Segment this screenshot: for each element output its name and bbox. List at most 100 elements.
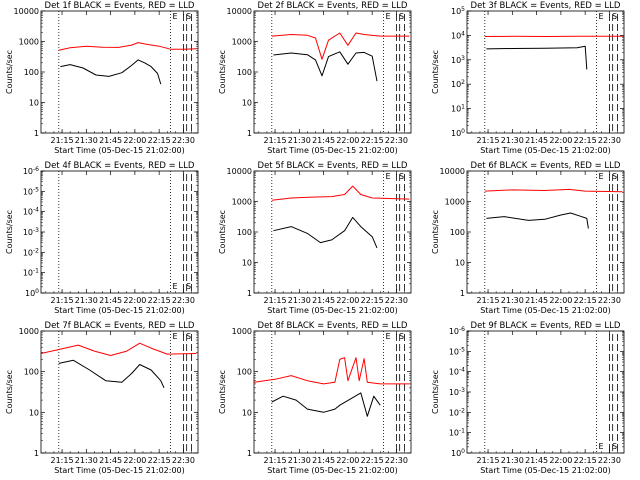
plot-frame [253,10,412,134]
y-axis-label: Counts/sec [431,370,440,414]
x-tick-label: 22:15 [148,136,171,145]
x-tick-label: 21:30 [288,456,311,465]
chart-title: Det 4f BLACK = Events, RED = LLD [45,161,195,171]
corner-glyph: E [598,172,603,181]
y-axis-label: Counts/sec [5,210,14,254]
y-tick-label: 10-5 [23,186,39,196]
y-tick-label: 102 [451,79,465,89]
x-tick-label: 21:15 [51,136,74,145]
events-series-line [271,392,381,417]
chart-panel-det-5: Det 5f BLACK = Events, RED = LLD 21:15 21:… [213,160,426,320]
y-axis-label: Counts/sec [218,370,227,414]
chart-title: Det 5f BLACK = Events, RED = LLD [258,161,408,171]
corner-glyph: S [399,332,404,341]
y-axis-label: Counts/sec [218,50,227,94]
x-tick-label: 22:00 [123,296,146,305]
corner-glyph: E [385,172,390,181]
chart-title: Det 2f BLACK = Events, RED = LLD [258,1,408,11]
x-tick-label: 21:15 [477,136,500,145]
x-tick-label: 22:00 [123,456,146,465]
x-tick-label: 22:00 [549,296,572,305]
chart-svg: Det 4f BLACK = Events, RED = LLD 21:15 21:… [5,161,199,315]
corner-glyph: E [385,12,390,21]
y-tick-label: 10 [242,408,252,417]
y-tick-label: 100 [24,68,39,77]
corner-glyph: S [186,332,191,341]
x-axis-label: Start Time (05-Dec-15 21:02:00) [54,306,185,315]
y-tick-label: 10 [242,99,252,108]
events-series-line [486,212,589,229]
y-tick-label: 10000 [14,7,39,16]
x-tick-label: 22:15 [574,136,597,145]
chart-title: Det 9f BLACK = Events, RED = LLD [471,321,621,331]
y-tick-label: 100 [24,368,39,377]
x-tick-label: 21:45 [99,136,122,145]
plot-frame [253,330,412,454]
y-tick-label: 10-5 [449,346,465,356]
x-axis-label: Start Time (05-Dec-15 21:02:00) [54,466,185,475]
y-tick-label: 101 [451,104,465,114]
chart-title: Det 8f BLACK = Events, RED = LLD [258,321,408,331]
events-series-line [273,51,378,82]
x-tick-label: 21:15 [264,296,287,305]
y-tick-label: 10-4 [449,367,465,377]
x-tick-label: 22:15 [361,136,384,145]
x-tick-label: 21:45 [312,136,335,145]
y-axis-label: Counts/sec [5,50,14,94]
lld-series-line [253,357,410,385]
x-tick-label: 22:00 [123,136,146,145]
y-tick-label: 10000 [440,167,465,176]
x-tick-label: 22:30 [172,456,195,465]
x-tick-label: 21:30 [75,456,98,465]
corner-glyph: E [172,332,177,341]
chart-panel-det-4: Det 4f BLACK = Events, RED = LLD 21:15 21:… [0,160,213,320]
x-tick-label: 21:45 [312,296,335,305]
x-tick-label: 21:15 [264,136,287,145]
chart-panel-det-8: Det 8f BLACK = Events, RED = LLD 21:15 21:… [213,320,426,480]
corner-glyph: S [612,172,617,181]
plot-frame [466,10,625,134]
x-tick-label: 22:30 [598,456,621,465]
y-tick-label: 10-3 [23,227,39,237]
x-tick-label: 22:15 [361,456,384,465]
x-tick-label: 22:30 [385,136,408,145]
y-tick-label: 10-1 [23,268,39,278]
x-axis-label: Start Time (05-Dec-15 21:02:00) [267,146,398,155]
chart-panel-det-2: Det 2f BLACK = Events, RED = LLD 21:15 21:… [213,0,426,160]
x-tick-label: 22:00 [336,136,359,145]
y-tick-label: 10-2 [23,247,39,257]
x-tick-label: 22:15 [574,456,597,465]
y-tick-label: 10 [242,259,252,268]
corner-glyph: E [385,332,390,341]
x-tick-label: 22:15 [574,296,597,305]
events-series-line [60,59,162,85]
lld-series-line [271,185,410,201]
x-tick-label: 22:30 [172,136,195,145]
y-tick-label: 100 [451,128,465,138]
x-tick-label: 22:15 [361,296,384,305]
x-tick-label: 21:30 [501,296,524,305]
y-tick-label: 10-2 [449,407,465,417]
x-tick-label: 21:45 [99,296,122,305]
x-axis-label: Start Time (05-Dec-15 21:02:00) [480,306,611,315]
y-tick-label: 100 [25,288,39,298]
x-tick-label: 21:15 [51,296,74,305]
corner-glyph: S [612,12,617,21]
y-tick-label: 1000 [232,38,252,47]
y-tick-label: 1 [34,129,39,138]
corner-glyph: S [612,442,617,451]
events-series-line [273,216,378,249]
corner-glyph: E [598,12,603,21]
y-tick-label: 10-6 [23,166,39,176]
y-tick-label: 1 [247,289,252,298]
chart-panel-det-3: Det 3f BLACK = Events, RED = LLD 21:15 21:… [426,0,639,160]
lld-series-line [40,342,197,356]
y-tick-label: 100 [451,448,465,458]
x-axis-label: Start Time (05-Dec-15 21:02:00) [267,306,398,315]
x-tick-label: 21:30 [501,136,524,145]
y-tick-label: 1000 [19,327,39,336]
events-series-line [58,359,165,389]
